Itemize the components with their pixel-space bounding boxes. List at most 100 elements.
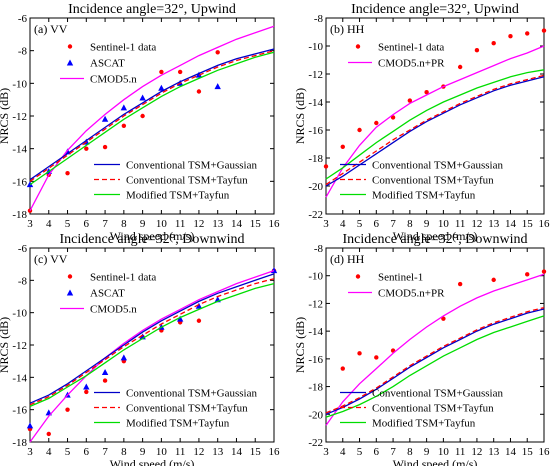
sentinel-point (84, 146, 89, 151)
legend-label: Conventional TSM+Gaussian (126, 160, 257, 172)
x-tick-label: 5 (65, 446, 71, 458)
x-tick-label: 7 (102, 446, 108, 458)
legend-label: Conventional TSM+Gaussian (372, 160, 503, 172)
sentinel-point (541, 28, 547, 33)
ascat-point (195, 302, 203, 309)
y-tick-label: -18 (12, 209, 27, 221)
x-tick-label: 7 (390, 446, 396, 458)
sentinel-point (196, 318, 202, 323)
legend-label: Sentinel-1 data (378, 42, 444, 54)
y-tick-label: -8 (18, 275, 28, 287)
legend-label: CMOD5.n (90, 304, 137, 316)
ascat-point (26, 422, 34, 429)
y-tick-label: -16 (12, 176, 27, 188)
x-tick-label: 14 (231, 218, 243, 230)
x-tick-label: 7 (390, 218, 396, 230)
legend-label: Conventional TSM+Tayfun (126, 403, 248, 415)
legend-marker (66, 59, 74, 66)
x-tick-label: 14 (505, 446, 517, 458)
x-tick-label: 15 (522, 218, 534, 230)
sentinel-point (340, 144, 345, 149)
x-tick-label: 11 (455, 446, 466, 458)
chart-panel-0: Incidence angle=32°, Upwind 3 4 5 6 7 8 9 10 11 12… (0, 2, 280, 243)
series-line-modified-tsm-tayfun (325, 69, 545, 180)
legend-label: CMOD5.n+PR (378, 58, 445, 70)
series-line-cmod5-n (29, 269, 275, 443)
series-line-conventional-tsm-gaussian (325, 308, 545, 415)
ascat-point (158, 84, 165, 91)
ascat-point (214, 83, 221, 90)
chart-panel-2: Incidence angle=32°, Downwind 3 4 5 6 7 8 9 10 11… (0, 232, 280, 466)
series-line-cmod5-n (29, 25, 275, 212)
series-line-conventional-tsm-tayfun (325, 74, 545, 186)
series-line-conventional-tsm-gaussian (29, 273, 275, 404)
x-tick-label: 5 (357, 446, 363, 458)
legend-label: Modified TSM+Tayfun (372, 190, 476, 202)
x-tick-label: 7 (102, 218, 108, 230)
legend-label: CMOD5.n (90, 74, 137, 86)
x-tick-label: 6 (84, 446, 90, 458)
series-line-modified-tsm-tayfun (29, 282, 275, 407)
ascat-point (176, 315, 184, 322)
sentinel-point (340, 366, 345, 371)
x-tick-label: 12 (471, 446, 482, 458)
x-tick-label: 14 (505, 218, 517, 230)
ascat-point (120, 354, 128, 361)
sentinel-point (508, 34, 513, 39)
legend-marker (66, 289, 74, 296)
ascat-point (270, 267, 278, 274)
sentinel-point (196, 89, 202, 94)
y-tick-label: -20 (308, 181, 323, 193)
sentinel-point (541, 269, 547, 274)
legend-label: Sentinel-1 data (90, 42, 156, 54)
legend-label: CMOD5.n+PR (378, 288, 445, 300)
sentinel-point (491, 277, 496, 283)
sentinel-point (323, 164, 329, 169)
x-tick-label: 13 (212, 218, 224, 230)
sentinel-point (525, 31, 530, 36)
x-tick-label: 9 (140, 218, 146, 230)
panel-label: (b) HH (330, 22, 365, 36)
series-line-conventional-tsm-tayfun (29, 278, 275, 406)
sentinel-point (357, 127, 362, 133)
y-axis-label: NRCS (dB) (293, 317, 307, 373)
x-tick-label: 6 (84, 218, 90, 230)
x-tick-label: 15 (250, 218, 262, 230)
legend-label: Sentinel-1 (378, 272, 423, 284)
x-tick-label: 3 (323, 446, 329, 458)
y-tick-label: -22 (308, 437, 323, 449)
y-tick-label: -12 (308, 69, 323, 81)
x-tick-label: 11 (175, 446, 186, 458)
x-tick-label: 10 (156, 218, 168, 230)
y-tick-label: -14 (12, 372, 27, 384)
x-tick-label: 16 (269, 446, 281, 458)
y-axis-label: NRCS (dB) (293, 88, 307, 144)
legend-label: Sentinel-1 data (90, 272, 156, 284)
plot-area (325, 17, 545, 215)
x-axis-label: Wind speed (m/s) (393, 229, 478, 243)
x-tick-label: 12 (471, 218, 482, 230)
x-tick-label: 13 (488, 218, 500, 230)
y-tick-label: -10 (12, 78, 27, 90)
x-tick-label: 4 (340, 218, 346, 230)
x-tick-label: 15 (250, 446, 262, 458)
x-tick-label: 13 (488, 446, 500, 458)
series-line-conventional-tsm-gaussian (29, 48, 275, 181)
y-tick-label: -16 (308, 354, 323, 366)
sentinel-point (357, 351, 362, 356)
x-tick-label: 6 (374, 218, 380, 230)
legend-label: ASCAT (90, 58, 125, 70)
x-tick-label: 16 (539, 218, 550, 230)
y-tick-label: -12 (12, 340, 27, 352)
y-tick-label: -8 (18, 46, 28, 58)
sentinel-point (457, 281, 463, 287)
y-tick-label: -20 (308, 409, 323, 421)
x-tick-label: 11 (455, 218, 466, 230)
chart-panel-3: Incidence angle=32°, Downwind 3 4 5 6 7 8 9 10 11… (293, 232, 550, 466)
legend-label: Conventional TSM+Tayfun (126, 175, 248, 187)
panel-label: (a) VV (34, 22, 68, 36)
x-tick-label: 16 (269, 218, 281, 230)
sentinel-point (424, 90, 429, 95)
y-tick-label: -8 (314, 243, 324, 255)
chart-title: Incidence angle=32°, Upwind (351, 2, 519, 17)
